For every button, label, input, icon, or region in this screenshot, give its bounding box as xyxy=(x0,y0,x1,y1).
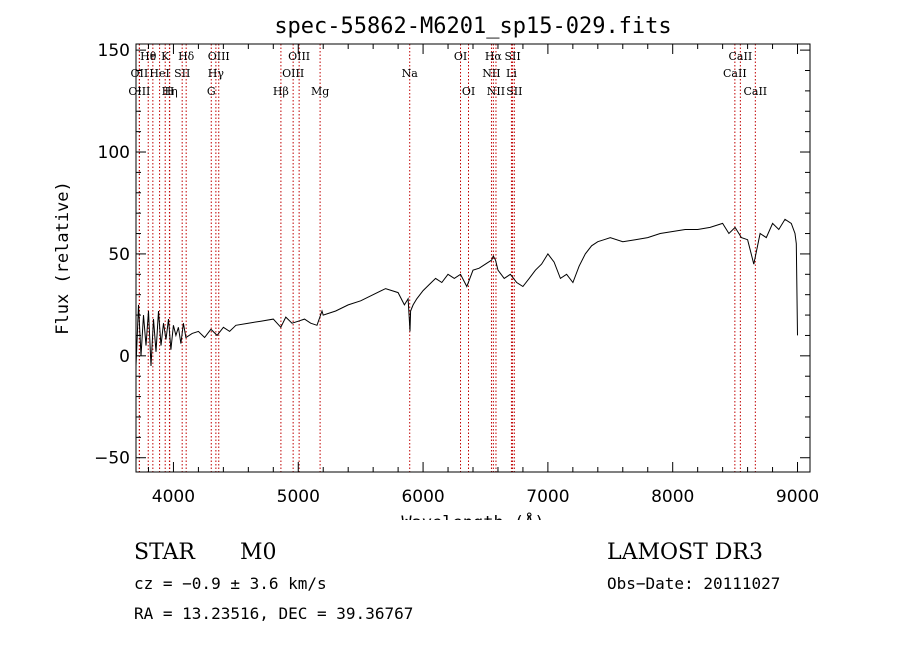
spectral-line-label: Hγ xyxy=(208,67,225,80)
spectral-line-label: H xyxy=(165,85,175,98)
spectral-line-label: OIII xyxy=(208,50,230,63)
spectral-line-label: ε xyxy=(150,50,156,63)
chart-title: spec-55862-M6201_sp15-029.fits xyxy=(274,14,671,39)
spectral-line-labels: Hθ OII OIII ε HeI K HηH SII Hδ G Hγ OIII Hβ OIII OIII M… xyxy=(128,50,767,98)
spectrum-chart: Hθ OII OIII ε HeI K HηH SII Hδ G Hγ OIII Hβ OIII OIII M… xyxy=(53,14,819,520)
spectral-line-label: OIII xyxy=(128,85,150,98)
spectral-line-label: CaII xyxy=(743,85,767,98)
axis-ticks: 4000 5000 6000 7000 8000 9000 −50 0 50 100 150 xyxy=(94,41,819,507)
x-tick-label: 6000 xyxy=(401,487,444,507)
y-tick-label: 150 xyxy=(98,41,130,61)
x-tick-label: 5000 xyxy=(277,487,320,507)
spectral-line-label: HeI xyxy=(149,67,169,80)
spectral-line-label: Hδ xyxy=(178,50,195,63)
spectral-line-label: Na xyxy=(402,67,419,80)
spectral-line-label: NII xyxy=(482,67,500,80)
spectral-line-label: OI xyxy=(462,85,475,98)
spectral-line-label: SII xyxy=(174,67,190,80)
y-tick-label: 50 xyxy=(108,245,130,265)
observation-date: Obs−Date: 20111027 xyxy=(607,574,781,593)
spectral-line-label: CaII xyxy=(729,50,753,63)
spectral-line-label: OIII xyxy=(288,50,310,63)
spectral-lines xyxy=(138,44,756,472)
plot-frame xyxy=(135,43,811,473)
y-tick-label: −50 xyxy=(94,449,130,469)
y-tick-label: 100 xyxy=(98,143,130,163)
velocity-readout: cz = −0.9 ± 3.6 km/s xyxy=(134,574,327,593)
spectrum-series-line xyxy=(135,218,798,367)
y-tick-label: 0 xyxy=(119,347,130,367)
x-axis-label: Wavelength (Å) xyxy=(401,511,544,520)
spectral-line-label: CaII xyxy=(723,67,747,80)
x-tick-label: 9000 xyxy=(776,487,819,507)
x-tick-label: 7000 xyxy=(526,487,569,507)
object-class: STAR xyxy=(134,540,195,565)
spectral-line-label: Hη xyxy=(162,85,178,98)
spectral-line-label: OI xyxy=(454,50,467,63)
spectral-line-label: OII xyxy=(131,67,149,80)
spectral-line-label: G xyxy=(207,85,216,98)
x-tick-label: 4000 xyxy=(152,487,195,507)
spectral-line-label: K xyxy=(161,50,170,63)
spectral-line-label: Mg xyxy=(311,85,329,98)
spectral-line-label: NII xyxy=(487,85,505,98)
spectral-line-label: Hβ xyxy=(273,85,289,98)
spectral-line-label: OIII xyxy=(282,67,304,80)
spectral-line-label: Hθ xyxy=(140,50,157,63)
spectral-line-label: Hα xyxy=(485,50,503,63)
spectral-line-label: Li xyxy=(506,67,517,80)
spectral-line-label: SII xyxy=(504,50,520,63)
object-subclass: M0 xyxy=(240,540,277,565)
survey-name: LAMOST DR3 xyxy=(607,540,763,565)
spectral-line-label: SII xyxy=(506,85,522,98)
coordinates-readout: RA = 13.23516, DEC = 39.36767 xyxy=(134,604,414,623)
y-axis-label: Flux (relative) xyxy=(53,181,73,335)
x-tick-label: 8000 xyxy=(651,487,694,507)
